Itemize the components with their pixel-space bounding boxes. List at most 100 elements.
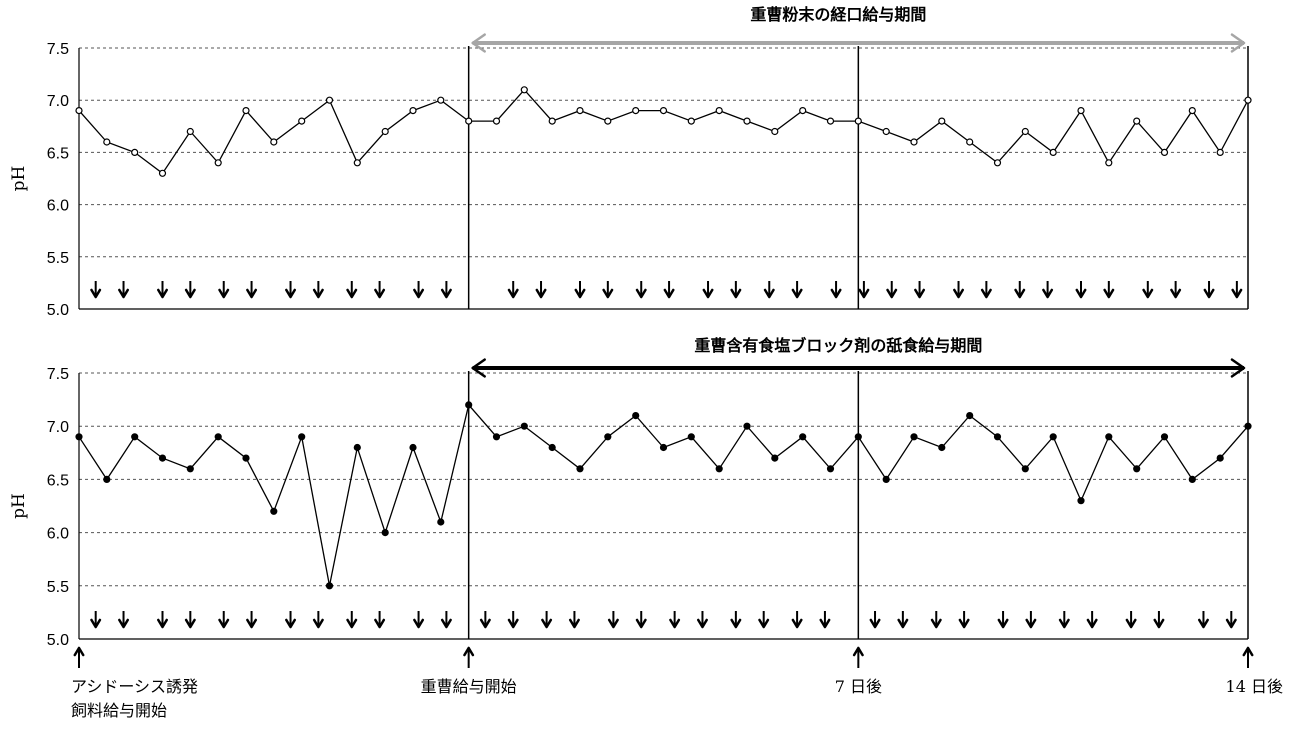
data-point [1133, 117, 1141, 125]
feeding-arrow-head [541, 618, 553, 629]
feeding-arrow-head [1231, 288, 1243, 299]
data-point [381, 127, 389, 136]
feeding-arrow-head [763, 288, 775, 299]
data-point [1105, 433, 1113, 441]
data-point [103, 138, 111, 146]
period-label: 重曹含有食塩ブロック剤の舐食給与期間 [694, 336, 982, 355]
feeding-arrow-head [602, 288, 614, 299]
feeding-arrow-head [1014, 288, 1026, 299]
feeding-arrow-head [479, 618, 491, 629]
data-point [799, 106, 807, 115]
data-point [1160, 148, 1169, 156]
data-point [158, 454, 167, 462]
y-tick-label: 6.0 [47, 198, 69, 215]
feeding-arrow-head [346, 288, 358, 299]
data-point [325, 96, 334, 104]
data-point [687, 117, 695, 125]
data-point [576, 465, 584, 473]
feeding-arrow-head [897, 618, 909, 629]
data-point [131, 433, 139, 441]
feeding-arrow-head [819, 618, 831, 629]
period-arrow-head [471, 33, 486, 53]
y-tick-label: 5.0 [47, 302, 69, 319]
feeding-arrow-head [413, 618, 425, 629]
feeding-arrow-head [374, 288, 386, 299]
feeding-arrow-head [953, 288, 964, 299]
feeding-arrow-head [1025, 618, 1037, 629]
data-point [1021, 127, 1029, 136]
data-point [743, 422, 751, 430]
y-tick-label: 6.5 [47, 472, 69, 489]
data-point [966, 412, 974, 420]
data-point [938, 117, 946, 125]
y-tick-label: 6.0 [47, 526, 69, 543]
y-tick-label: 5.5 [47, 250, 69, 267]
data-point [520, 86, 528, 94]
data-point [353, 159, 361, 167]
feeding-arrow-head [1203, 288, 1215, 299]
feeding-arrow-head [440, 288, 452, 299]
data-point [938, 443, 946, 452]
data-point [993, 159, 1002, 167]
feeding-arrow-head [702, 288, 714, 299]
feeding-arrow-head [346, 618, 358, 629]
feeding-arrow-head [312, 288, 324, 299]
feeding-arrow-head [914, 288, 926, 299]
feeding-arrow-head [184, 618, 196, 629]
feeding-arrow-head [607, 618, 619, 629]
feeding-arrow-head [1225, 618, 1237, 629]
feeding-arrow-head [440, 618, 452, 629]
data-point [437, 96, 445, 104]
timeline-arrow-head [1242, 646, 1254, 657]
data-point [1049, 148, 1057, 156]
feeding-arrow-head [997, 618, 1009, 629]
data-point [604, 433, 612, 441]
data-point [1105, 159, 1113, 167]
y-tick-label: 6.5 [47, 145, 69, 162]
feeding-arrow-head [697, 618, 708, 629]
feeding-arrow-head [930, 618, 942, 629]
feeding-arrow-head [285, 288, 296, 299]
data-point [270, 138, 278, 146]
data-point [353, 443, 361, 452]
timeline-arrow-head [852, 646, 864, 657]
feeding-arrow-head [157, 618, 168, 629]
data-point [214, 159, 222, 167]
feeding-arrow-head [1058, 618, 1070, 629]
data-point [882, 475, 890, 483]
data-point [1244, 96, 1252, 104]
data-point [826, 465, 835, 473]
feeding-arrow-head [830, 288, 842, 299]
data-point [799, 433, 807, 441]
data-point [1216, 454, 1224, 462]
feeding-arrow-head [218, 618, 230, 629]
feeding-arrow-head [285, 618, 296, 629]
data-point [492, 433, 501, 441]
feeding-arrow-head [663, 288, 675, 299]
feeding-arrow-head [374, 618, 386, 629]
feeding-arrow-head [980, 288, 992, 299]
timeline-label: アシドーシス誘発 [71, 677, 198, 696]
feeding-arrow-head [118, 618, 129, 629]
data-point [1188, 106, 1196, 115]
timeline-label: 重曹給与開始 [421, 677, 517, 696]
period-arrow-head [1230, 33, 1246, 53]
data-point [214, 433, 222, 441]
data-point [1188, 475, 1196, 483]
data-point [131, 148, 139, 156]
feeding-arrow-head [1170, 288, 1182, 299]
feeding-arrow-head [730, 288, 742, 299]
timeline-arrow-head [463, 646, 475, 657]
timeline-label: 14 日後 [1226, 677, 1283, 696]
series-line [78, 403, 1249, 586]
data-point [381, 528, 389, 537]
data-point [604, 117, 612, 125]
data-point [242, 454, 250, 462]
data-point [1133, 465, 1141, 473]
feeding-arrow-head [669, 618, 681, 629]
data-point [298, 433, 306, 441]
data-point [993, 433, 1002, 441]
feeding-arrow-head [730, 618, 742, 629]
data-point [715, 106, 723, 115]
